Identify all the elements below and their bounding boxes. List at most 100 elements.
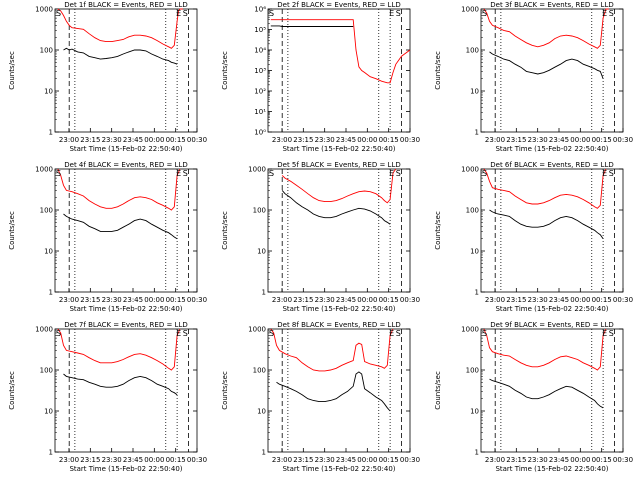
x-axis-label: Start Time (15-Feb-02 22:50:40): [69, 145, 182, 153]
second-start-marker-label: S: [396, 169, 401, 178]
chart-title: Det 2f BLACK = Events, RED = LLD: [277, 1, 400, 9]
chart-panel-2: Det 2f BLACK = Events, RED = LLD 10⁰ 10¹ 10…: [213, 0, 426, 160]
x-tick-label: 00:15: [379, 136, 399, 144]
start-marker-label: S: [482, 9, 487, 18]
y-axis-label: Counts/sec: [434, 211, 442, 250]
y-tick-label: 100: [466, 47, 479, 55]
start-marker-label: S: [269, 169, 274, 178]
x-axis-label: Start Time (15-Feb-02 22:50:40): [282, 465, 395, 473]
x-tick-label: 23:30: [528, 456, 548, 464]
x-tick-label: 23:00: [272, 136, 292, 144]
y-tick-label: 10⁵: [254, 26, 266, 34]
y-axis-label: Counts/sec: [221, 371, 229, 410]
x-tick-label: 00:30: [400, 136, 420, 144]
y-tick-label: 100: [253, 367, 266, 375]
x-tick-label: 23:15: [293, 296, 313, 304]
y-tick-label: 10¹: [254, 108, 266, 116]
x-tick-label: 00:00: [144, 296, 164, 304]
panel-svg: Det 5f BLACK = Events, RED = LLD 1 10 100 10…: [221, 161, 420, 313]
y-axis-label: Counts/sec: [8, 211, 16, 250]
x-tick-label: 00:15: [379, 296, 399, 304]
x-tick-label: 23:15: [506, 456, 526, 464]
second-start-marker-label: S: [183, 169, 188, 178]
x-tick-label: 00:15: [379, 456, 399, 464]
x-tick-label: 23:45: [549, 296, 569, 304]
x-axis-label: Start Time (15-Feb-02 22:50:40): [495, 305, 608, 313]
lld-series-line: [270, 328, 394, 372]
chart-panel-8: Det 8f BLACK = Events, RED = LLD 1 10 100 10…: [213, 320, 426, 480]
x-tick-label: 00:30: [613, 456, 633, 464]
x-axis-label: Start Time (15-Feb-02 22:50:40): [69, 465, 182, 473]
x-tick-label: 00:15: [592, 456, 612, 464]
y-tick-label: 1000: [461, 6, 479, 14]
second-start-marker-label: S: [609, 329, 614, 338]
x-tick-label: 23:00: [59, 136, 79, 144]
x-tick-label: 23:15: [506, 136, 526, 144]
x-tick-label: 00:30: [400, 296, 420, 304]
y-tick-label: 10³: [254, 67, 266, 75]
y-tick-label: 1000: [248, 166, 266, 174]
x-tick-label: 23:00: [59, 296, 79, 304]
y-tick-label: 10²: [254, 88, 266, 96]
chart-title: Det 3f BLACK = Events, RED = LLD: [490, 1, 613, 9]
x-tick-label: 00:00: [570, 296, 590, 304]
x-tick-label: 23:15: [506, 296, 526, 304]
lld-series-line: [270, 19, 411, 84]
end-marker-label: E: [602, 329, 607, 338]
y-tick-label: 1000: [248, 326, 266, 334]
events-series-line: [489, 378, 604, 409]
x-tick-label: 23:00: [485, 136, 505, 144]
x-tick-label: 23:45: [336, 296, 356, 304]
x-tick-label: 00:00: [357, 136, 377, 144]
start-marker-label: S: [56, 329, 61, 338]
x-tick-label: 23:15: [80, 296, 100, 304]
y-axis-label: Counts/sec: [8, 51, 16, 90]
x-tick-label: 00:30: [187, 296, 207, 304]
x-tick-label: 23:45: [549, 456, 569, 464]
panel-svg: Det 6f BLACK = Events, RED = LLD 1 10 100 10…: [434, 161, 633, 313]
events-series-line: [63, 373, 178, 396]
x-tick-label: 00:30: [187, 136, 207, 144]
x-tick-label: 00:00: [570, 456, 590, 464]
chart-title: Det 5f BLACK = Events, RED = LLD: [277, 161, 400, 169]
plot-frame: [480, 328, 624, 453]
end-marker-label: E: [389, 9, 394, 18]
panel-svg: Det 3f BLACK = Events, RED = LLD 1 10 100 10…: [434, 1, 633, 153]
second-start-marker-label: S: [396, 9, 401, 18]
x-axis-label: Start Time (15-Feb-02 22:50:40): [495, 145, 608, 153]
y-tick-label: 10: [470, 88, 479, 96]
x-tick-label: 23:30: [528, 136, 548, 144]
x-tick-label: 23:15: [80, 136, 100, 144]
x-tick-label: 23:15: [293, 136, 313, 144]
panel-svg: Det 7f BLACK = Events, RED = LLD 1 10 100 10…: [8, 321, 207, 473]
y-tick-label: 10⁶: [254, 6, 266, 14]
y-tick-label: 1: [475, 289, 479, 297]
y-tick-label: 1000: [35, 6, 53, 14]
second-start-marker-label: S: [183, 9, 188, 18]
y-tick-label: 10: [257, 248, 266, 256]
y-tick-label: 100: [40, 47, 53, 55]
x-tick-label: 23:00: [485, 296, 505, 304]
panel-svg: Det 1f BLACK = Events, RED = LLD 1 10 100 10…: [8, 1, 207, 153]
start-marker-label: S: [56, 169, 61, 178]
chart-panel-5: Det 5f BLACK = Events, RED = LLD 1 10 100 10…: [213, 160, 426, 320]
start-marker-label: S: [482, 169, 487, 178]
x-tick-label: 00:00: [357, 456, 377, 464]
start-marker-label: S: [269, 329, 274, 338]
y-tick-label: 1: [49, 289, 53, 297]
y-tick-label: 1: [475, 129, 479, 137]
lld-series-line: [281, 168, 397, 204]
start-marker-label: S: [269, 9, 274, 18]
lld-series-line: [483, 168, 607, 209]
x-tick-label: 23:30: [102, 296, 122, 304]
y-axis-label: Counts/sec: [434, 51, 442, 90]
x-tick-label: 00:15: [166, 296, 186, 304]
x-tick-label: 23:45: [336, 456, 356, 464]
x-tick-label: 23:00: [272, 296, 292, 304]
plot-frame: [54, 8, 198, 133]
y-tick-label: 1000: [461, 326, 479, 334]
chart-panel-9: Det 9f BLACK = Events, RED = LLD 1 10 100 10…: [426, 320, 639, 480]
x-tick-label: 23:30: [102, 456, 122, 464]
y-tick-label: 1: [262, 289, 266, 297]
